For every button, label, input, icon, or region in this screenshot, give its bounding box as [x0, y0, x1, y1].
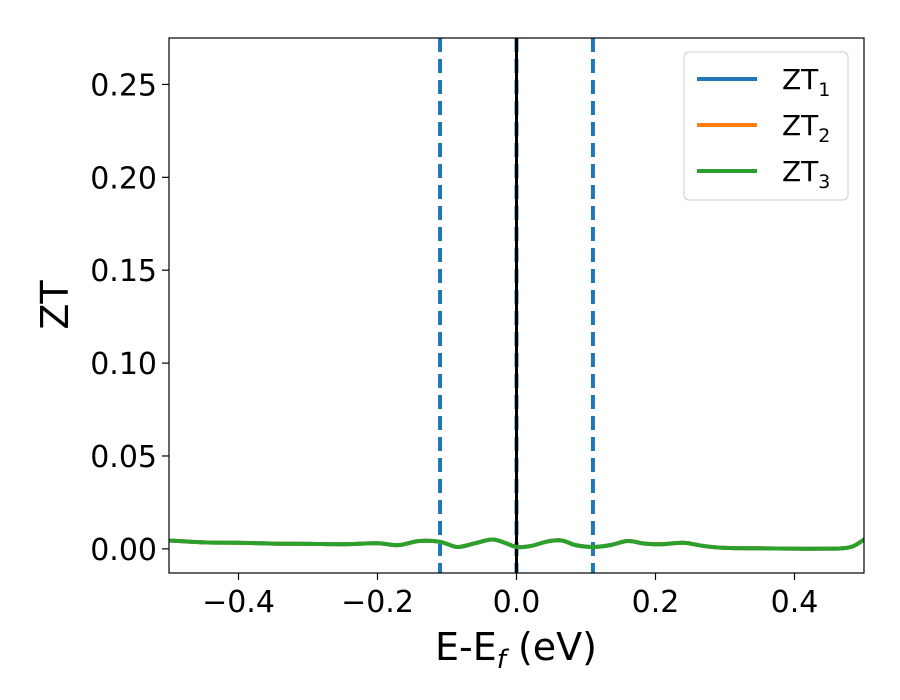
- y-tick-label: 0.25: [90, 68, 157, 103]
- y-axis-title: ZT: [33, 280, 77, 330]
- legend-label-3: ZT3: [782, 155, 830, 193]
- x-tick-label: −0.2: [341, 585, 414, 620]
- legend-label-main: ZT: [782, 63, 819, 96]
- legend-label-sub: 3: [818, 171, 830, 193]
- x-tick-label: 0.4: [771, 585, 819, 620]
- legend-label-sub: 2: [818, 125, 830, 147]
- legend-label-sub: 1: [818, 79, 830, 101]
- reference-lines: [438, 38, 595, 573]
- x-axis-ticks: −0.4 −0.2 0.0 0.2 0.4: [202, 573, 818, 620]
- x-tick-label: −0.4: [202, 585, 275, 620]
- x-axis-title-suffix: (eV): [506, 625, 597, 669]
- legend-label-main: ZT: [782, 109, 819, 142]
- x-tick-label: 0.0: [493, 585, 541, 620]
- y-axis-ticks: 0.00 0.05 0.10 0.15 0.20 0.25: [90, 68, 169, 568]
- x-axis-title-main: E-E: [435, 625, 497, 669]
- series-line-3: [169, 537, 864, 551]
- y-tick-label: 0.00: [90, 533, 157, 568]
- y-tick-label: 0.05: [90, 440, 157, 475]
- x-tick-label: 0.2: [632, 585, 680, 620]
- y-tick-label: 0.15: [90, 254, 157, 289]
- legend-label-2: ZT2: [782, 109, 830, 147]
- y-tick-label: 0.10: [90, 347, 157, 382]
- x-axis-title: E-Ef (eV): [435, 625, 597, 675]
- legend-label-1: ZT1: [782, 63, 830, 101]
- y-tick-label: 0.20: [90, 161, 157, 196]
- legend-label-main: ZT: [782, 155, 819, 188]
- legend-box: [683, 51, 849, 201]
- series-lines: [169, 537, 864, 551]
